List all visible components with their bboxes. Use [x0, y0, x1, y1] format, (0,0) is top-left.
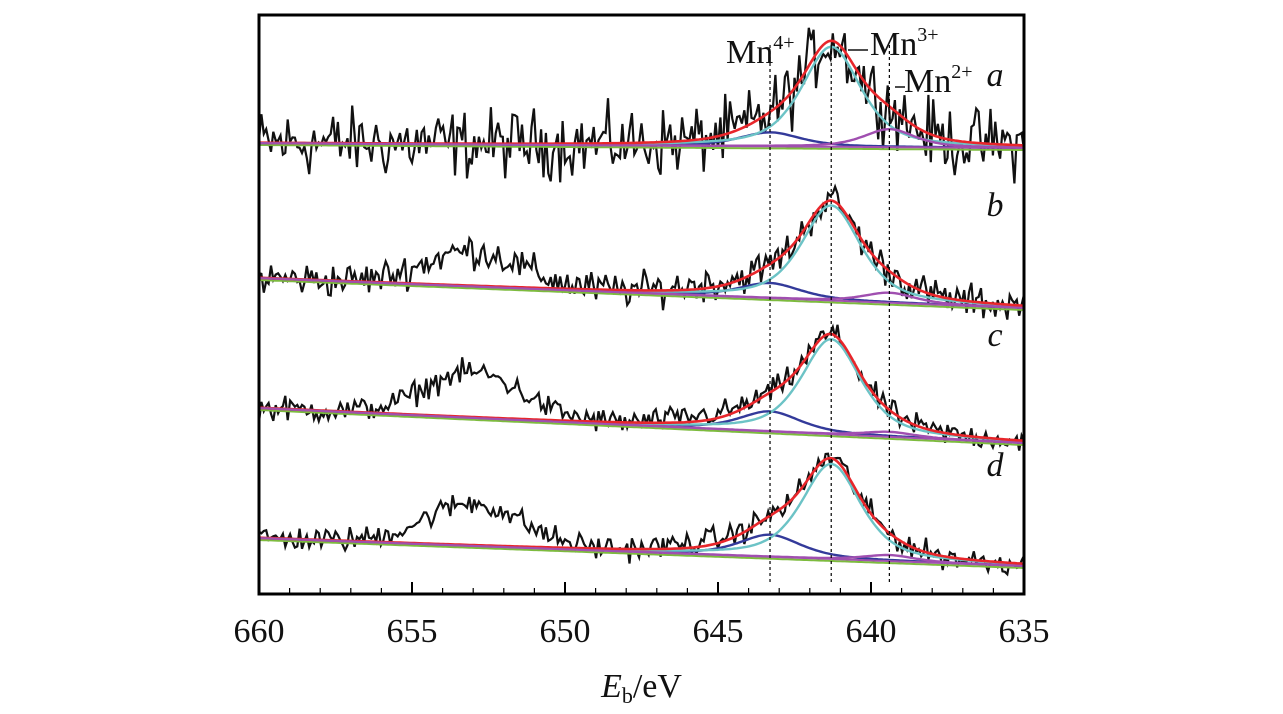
x-axis-ticks: 660 655 650 645 640 635	[234, 582, 1050, 650]
x-tick-label-660: 660	[234, 613, 285, 650]
envelope-d	[258, 456, 1025, 565]
spectrum-a	[257, 27, 1026, 184]
background-b	[258, 279, 1025, 311]
series-layer	[257, 27, 1026, 577]
x-tick-label-655: 655	[387, 613, 438, 650]
labels: a b c d Mn4+ Mn3+Mn2+	[726, 24, 1005, 484]
x-tick-label-645: 645	[693, 613, 744, 650]
x-axis-label: Eb/eV	[600, 668, 682, 708]
series-label-b: b	[987, 187, 1004, 224]
raw-data-c	[257, 323, 1026, 451]
x-tick-label-635: 635	[999, 613, 1050, 650]
background-d	[258, 539, 1025, 569]
spectrum-c	[257, 323, 1026, 451]
background-a	[259, 144, 1024, 151]
x-tick-label-650: 650	[540, 613, 591, 650]
baseline-a	[259, 142, 1024, 149]
x-tick-label-640: 640	[846, 613, 897, 650]
series-label-c: c	[987, 317, 1002, 354]
series-label-a: a	[987, 57, 1004, 94]
raw-data-b	[258, 183, 1026, 320]
spectrum-d	[258, 452, 1025, 577]
annotation-Mn2plus: Mn2+	[904, 61, 973, 100]
baseline-b	[258, 277, 1025, 309]
background-c	[258, 409, 1025, 446]
baseline-d	[258, 537, 1025, 567]
raw-data-a	[257, 27, 1026, 184]
baseline-c	[258, 407, 1025, 444]
raw-data-d	[258, 452, 1025, 577]
annotation-Mn4plus: Mn4+	[726, 32, 795, 71]
plot-frame	[257, 13, 1026, 596]
series-label-d: d	[987, 447, 1005, 484]
annotation-Mn3plus: Mn3+	[870, 24, 939, 63]
spectrum-b	[258, 183, 1026, 320]
